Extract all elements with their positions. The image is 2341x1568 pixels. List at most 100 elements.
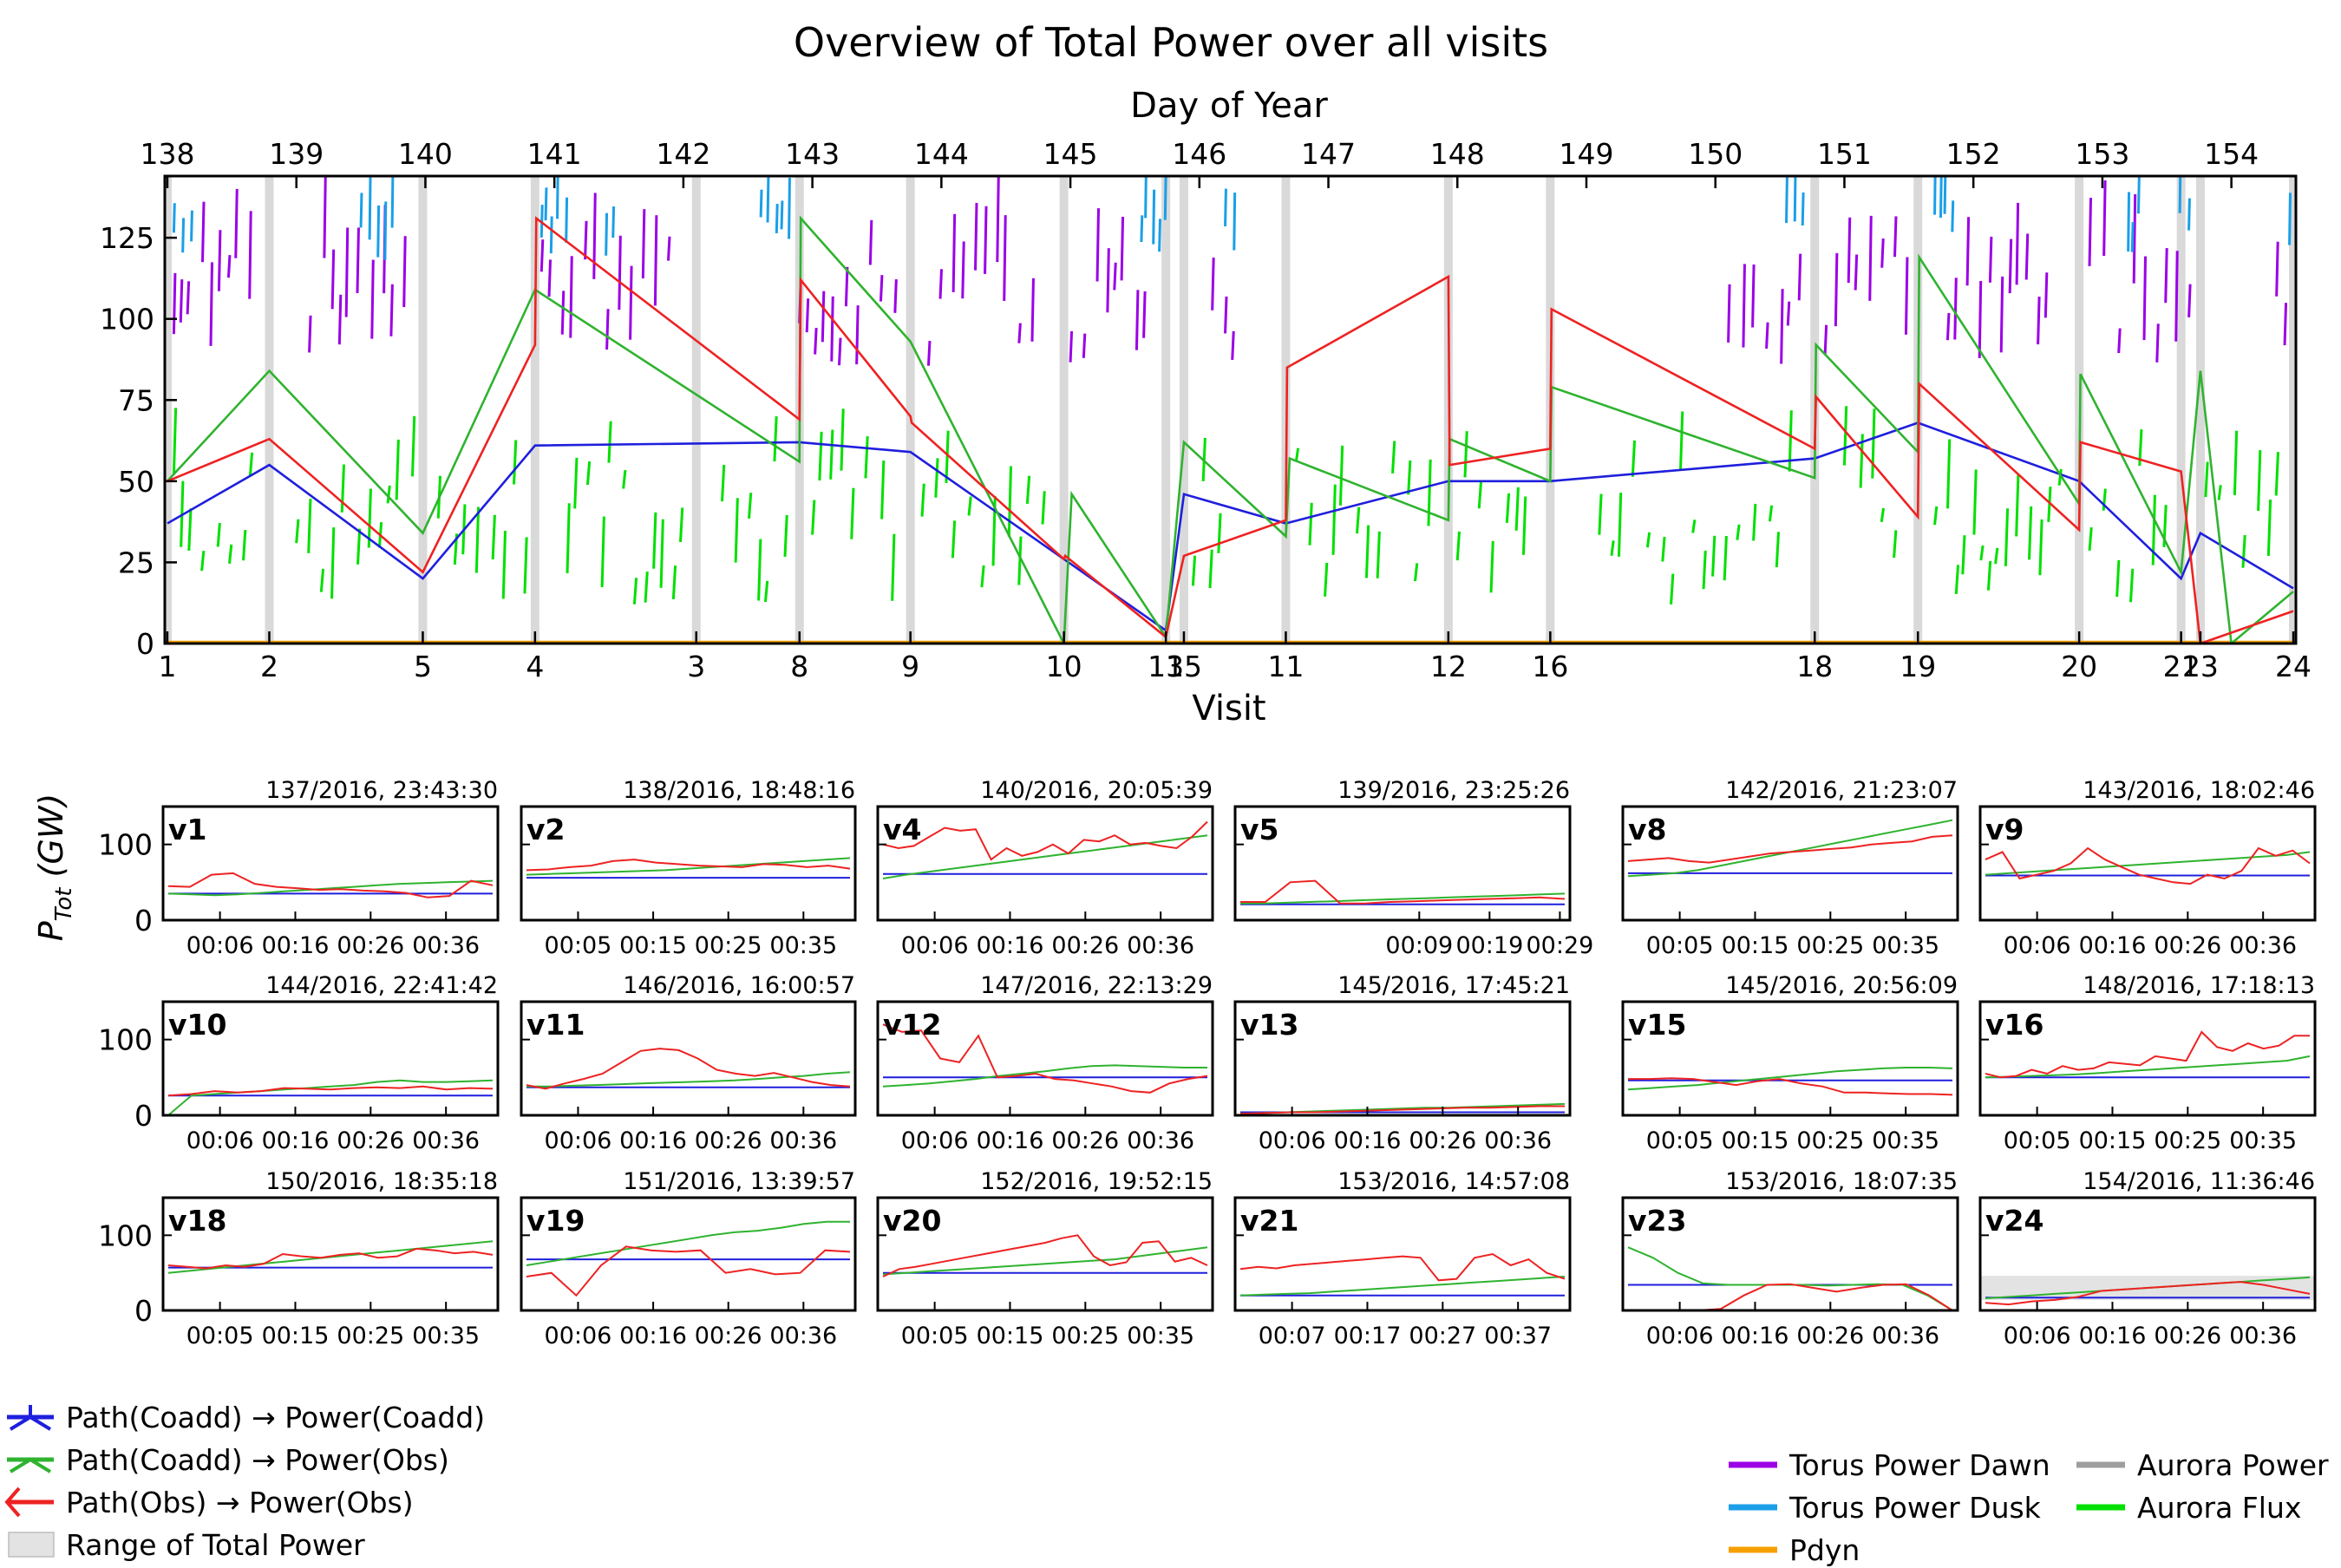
- aurora-flux-segment: [600, 516, 605, 588]
- aurora-flux-segment: [501, 531, 507, 599]
- aurora-flux-segment: [295, 519, 300, 544]
- subplot-x-tick-label: 00:16: [2079, 932, 2147, 959]
- obs-obs-line: [167, 1085, 494, 1097]
- torus-dawn-segment: [370, 259, 375, 339]
- aurora-flux-segment: [891, 533, 896, 601]
- torus-dawn-segment: [2102, 180, 2107, 256]
- subplot-timestamp: 153/2016, 14:57:08: [1337, 1168, 1570, 1195]
- subplot-title: v9: [1985, 813, 2024, 846]
- aurora-flux-segment: [1331, 484, 1337, 555]
- coadd-obs-line: [167, 879, 494, 897]
- subplot-x-tick-label: 00:07: [1259, 1323, 1326, 1349]
- y-tick-label: 25: [118, 546, 154, 579]
- subplot-v4: v4 140/2016, 20:05:39 00:06 00:16 00:26 00:36: [876, 777, 1214, 959]
- subplot-v8: v8 142/2016, 21:23:07 00:05 00:15 00:25 00:35: [1621, 777, 1959, 959]
- visit-band: [265, 176, 274, 644]
- doy-tick-label: 144: [914, 137, 969, 171]
- legend-context-data: Torus Power Dawn Torus Power Dusk Pdyn Auro…: [1729, 1448, 2329, 1567]
- aurora-flux-segment: [2028, 506, 2033, 560]
- torus-dawn-segment: [1999, 276, 2004, 353]
- coadd-obs-line: [1239, 1276, 1566, 1297]
- aurora-flux-segment: [945, 430, 950, 483]
- torus-dawn-segment: [1135, 290, 1140, 350]
- subplot-y-tick-label: 100: [98, 1023, 153, 1057]
- aurora-flux-segment: [513, 440, 518, 485]
- aurora-flux-segment: [1041, 491, 1046, 525]
- y-tick-label: 75: [118, 383, 154, 417]
- doy-tick-label: 154: [2204, 137, 2259, 171]
- torus-dusk-segment: [359, 193, 363, 228]
- y-tick-label: 100: [100, 303, 154, 336]
- legend-label: Aurora Power: [2137, 1448, 2329, 1482]
- subplot-frame: [1233, 805, 1572, 922]
- torus-dusk-segment: [1801, 192, 1805, 226]
- torus-dawn-segment: [1868, 215, 1873, 301]
- aurora-flux-segment: [644, 572, 649, 603]
- subplot-x-tick-label: 00:35: [769, 932, 837, 959]
- subplot-x-tick-label: 00:26: [1409, 1127, 1476, 1154]
- torus-dusk-segment: [1163, 176, 1167, 220]
- aurora-flux-segment: [622, 469, 627, 489]
- torus-dawn-segment: [1120, 216, 1125, 281]
- aurora-flux-segment: [1617, 493, 1623, 557]
- aurora-flux-segment: [1631, 440, 1637, 477]
- subplot-timestamp: 140/2016, 20:05:39: [980, 777, 1213, 804]
- torus-dawn-segment: [179, 279, 184, 323]
- torus-dusk-segment: [556, 176, 559, 219]
- torus-dusk-segment: [1933, 176, 1937, 215]
- visit-tick-label: 5: [414, 650, 432, 683]
- doy-tick-label: 143: [785, 137, 840, 171]
- legend-label: Path(Coadd) → Power(Obs): [66, 1443, 449, 1477]
- aurora-flux-segment: [607, 421, 612, 463]
- aurora-flux-segment: [829, 429, 834, 480]
- subplot-y-tick-label: 100: [98, 1218, 153, 1252]
- aurora-flux-segment: [1954, 565, 1959, 595]
- aurora-flux-segment: [1880, 507, 1885, 523]
- subplot-x-tick-label: 00:16: [619, 1127, 687, 1154]
- subplot-x-tick-label: 00:06: [186, 1127, 254, 1154]
- aurora-flux-segment: [1455, 531, 1461, 561]
- obs-obs-line: [1985, 1281, 2311, 1306]
- subplot-y-tick-label: 0: [134, 1294, 153, 1328]
- torus-dawn-segment: [1823, 324, 1828, 355]
- torus-dawn-segment: [1003, 215, 1007, 301]
- torus-dusk-segment: [1158, 219, 1162, 252]
- subplot-x-tick-label: 00:26: [1051, 1127, 1119, 1154]
- torus-dusk-segment: [1951, 200, 1955, 232]
- torus-dusk-segment: [775, 204, 779, 233]
- aurora-flux-segment: [242, 529, 247, 561]
- subplot-x-tick-label: 00:25: [695, 932, 762, 959]
- subplot-timestamp: 148/2016, 17:18:13: [2083, 972, 2315, 999]
- subplot-x-tick-label: 00:05: [545, 932, 612, 959]
- aurora-flux-segment: [2088, 526, 2093, 551]
- torus-dawn-segment: [569, 256, 573, 338]
- subplot-area: [167, 1240, 494, 1274]
- visit-tick-label: 16: [1532, 650, 1568, 683]
- subplot-x-tick-label: 00:15: [2079, 1127, 2147, 1154]
- subplot-x-tick-label: 00:15: [1722, 932, 1789, 959]
- y-tick-label: 50: [118, 465, 154, 499]
- aurora-flux-segment: [1217, 513, 1222, 553]
- torus-dawn-segment: [1030, 278, 1035, 342]
- subplot-x-tick-label: 00:16: [977, 932, 1044, 959]
- subplot-x-tick-label: 00:06: [901, 1127, 969, 1154]
- visit-tick-label: 9: [901, 650, 919, 683]
- aurora-flux-segment: [671, 565, 677, 600]
- subplot-area: [1980, 1276, 2315, 1306]
- doy-tick-label: 152: [1946, 137, 2001, 171]
- torus-dawn-segment: [1069, 330, 1074, 363]
- aurora-flux-segment: [951, 520, 957, 559]
- subplot-title: v5: [1240, 813, 1278, 846]
- subplot-x-tick-label: 00:35: [1127, 1323, 1194, 1349]
- doy-tick-label: 150: [1688, 137, 1743, 171]
- subplot-area: [1627, 819, 1953, 878]
- subplot-x-tick-label: 00:26: [2154, 1323, 2221, 1349]
- torus-dawn-segment: [2142, 256, 2147, 341]
- aurora-flux-segment: [172, 408, 178, 475]
- torus-dawn-segment: [830, 296, 834, 362]
- subplot-y-tick-label: 0: [134, 904, 153, 938]
- subplot-timestamp: 151/2016, 13:39:57: [623, 1168, 855, 1195]
- torus-dawn-segment: [1953, 278, 1958, 340]
- aurora-flux-segment: [491, 514, 496, 559]
- torus-dawn-segment: [209, 262, 213, 346]
